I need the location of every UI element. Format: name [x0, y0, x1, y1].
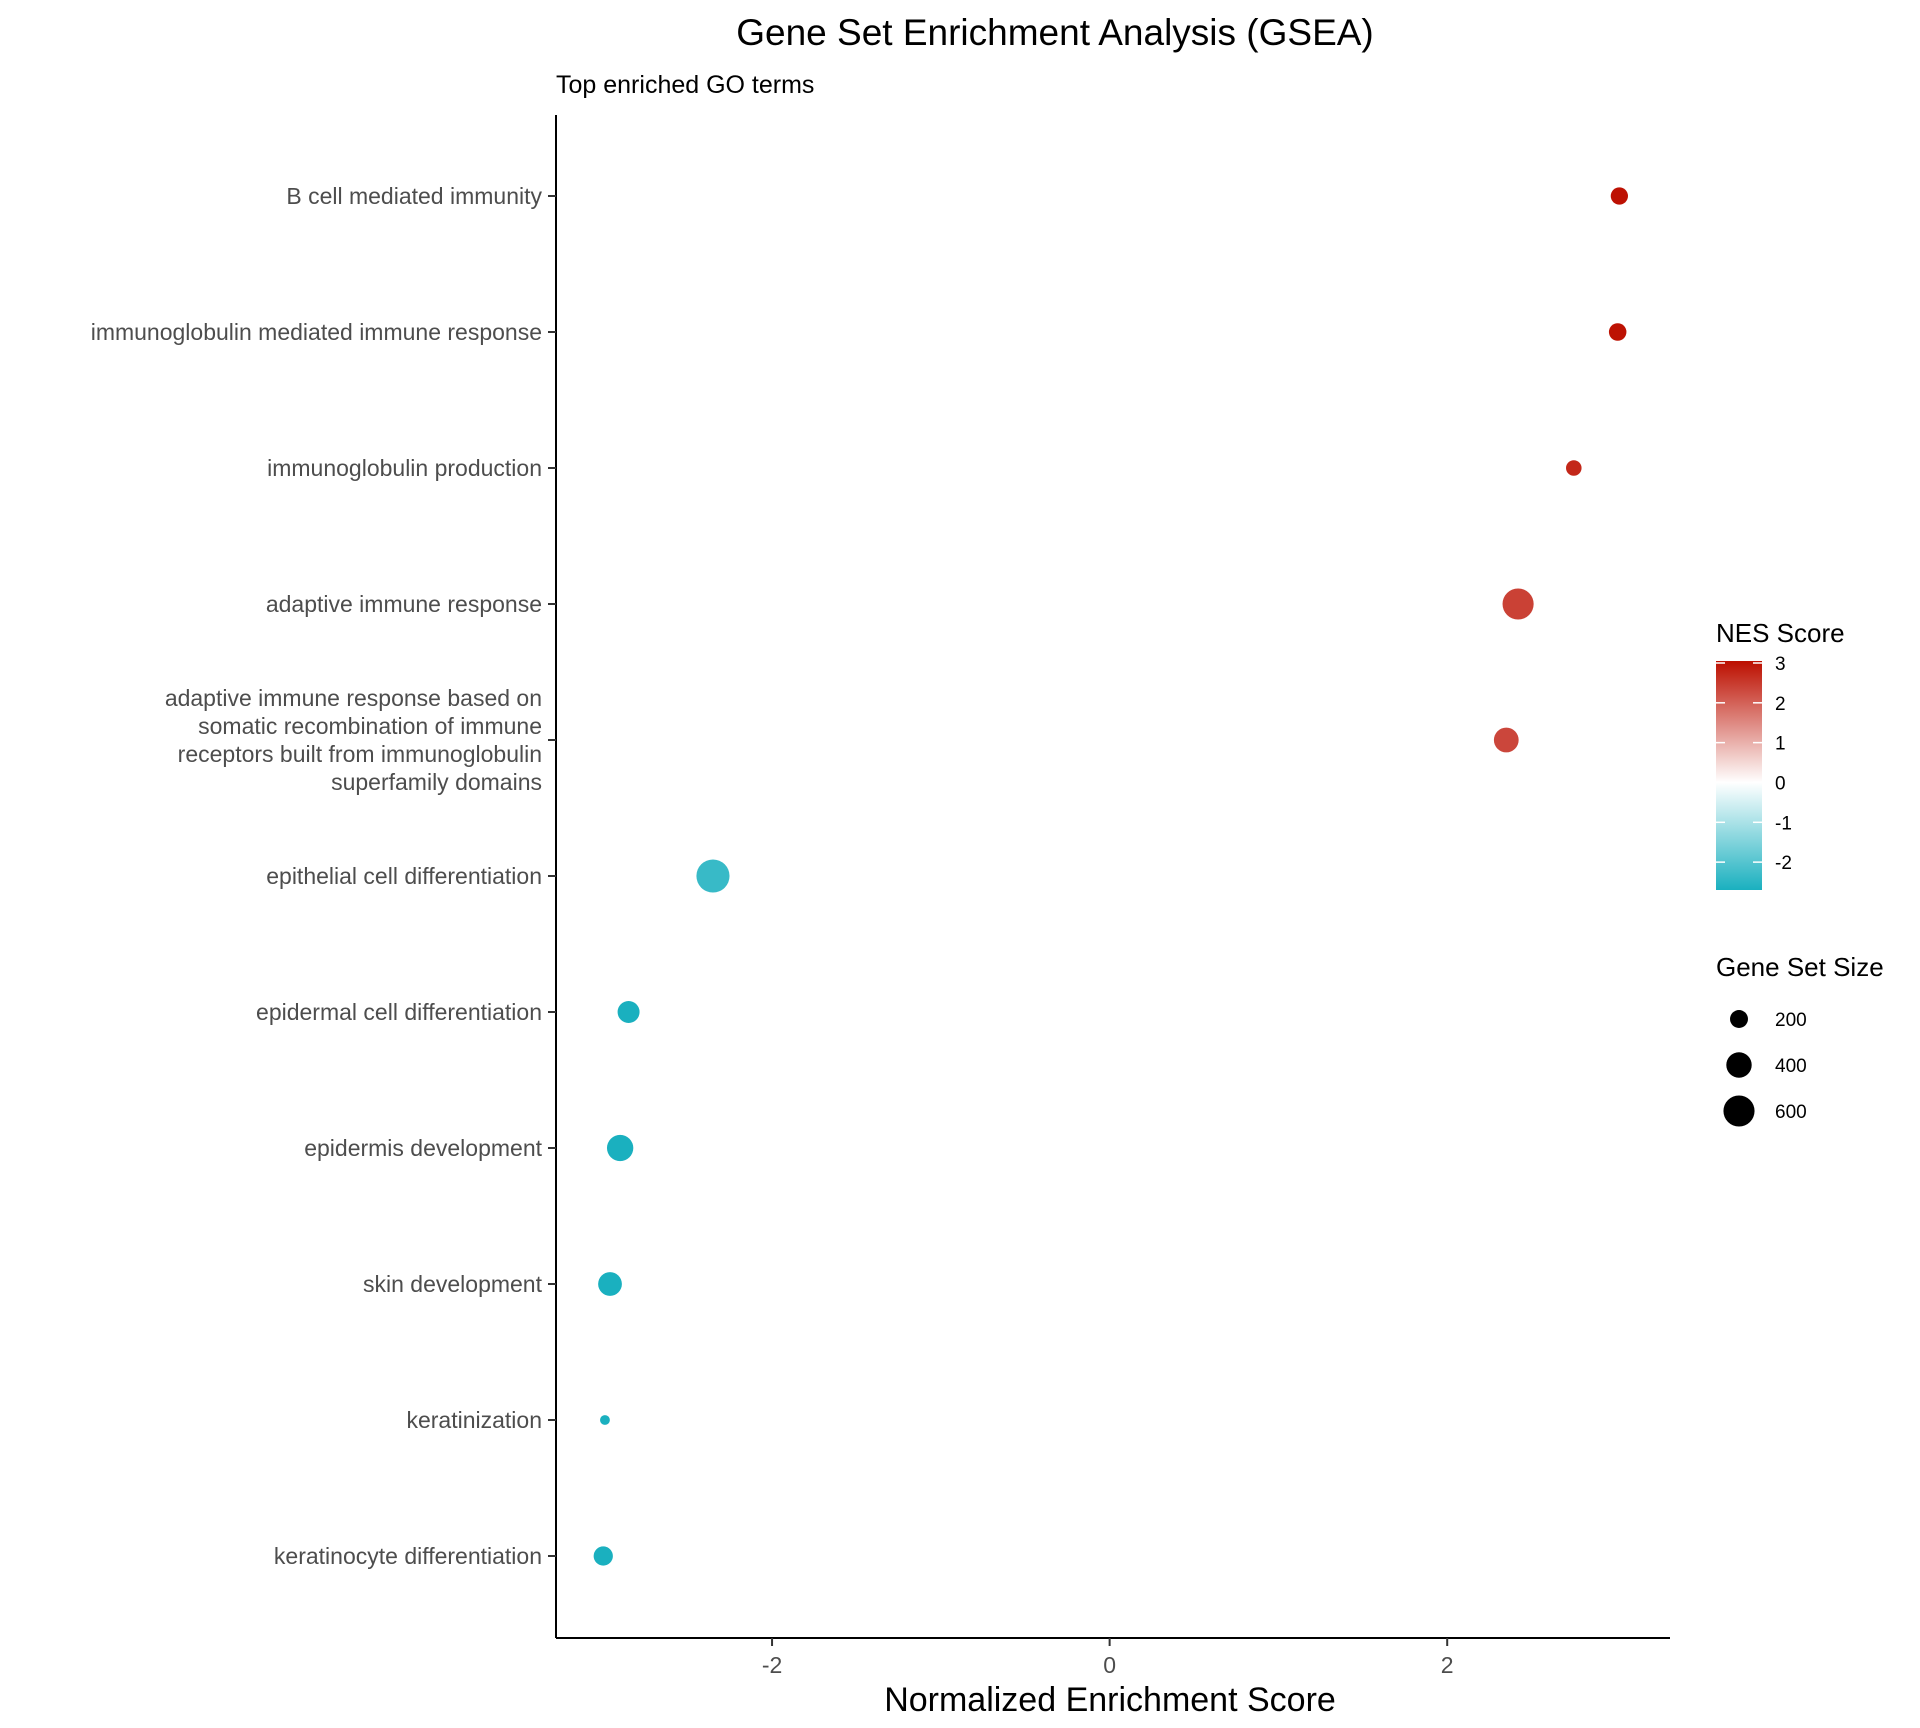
size-legend-label: 600 — [1775, 1102, 1807, 1123]
color-legend-bar — [1716, 661, 1762, 890]
y-tick-label: immunoglobulin mediated immune response — [91, 319, 542, 345]
data-point — [606, 1134, 634, 1162]
size-legend-dot — [1730, 1010, 1748, 1028]
size-legend-dot — [1726, 1052, 1752, 1078]
size-legend-title: Gene Set Size — [1716, 952, 1884, 982]
color-legend-label: 0 — [1775, 773, 1786, 794]
size-legend-items: 200 400 600 — [1723, 1010, 1807, 1127]
y-tick-label: keratinization — [406, 1407, 542, 1433]
y-tick-label: adaptive immune response — [266, 591, 542, 617]
data-point — [600, 1415, 610, 1425]
data-point — [1608, 323, 1627, 341]
color-legend-label: -1 — [1775, 813, 1792, 834]
plot-area: B cell mediated immunity immunoglobulin m… — [91, 115, 1670, 1678]
x-axis-ticks: -2 0 2 — [762, 1638, 1454, 1678]
gene-set-size-legend: Gene Set Size 200 400 600 — [1716, 952, 1884, 1127]
data-point — [598, 1272, 622, 1296]
y-tick-label: B cell mediated immunity — [286, 183, 542, 209]
x-tick-label: 0 — [1103, 1652, 1116, 1678]
y-axis-ticks: B cell mediated immunity immunoglobulin m… — [91, 183, 556, 1569]
x-tick-label: -2 — [762, 1652, 782, 1678]
size-legend-dot — [1723, 1095, 1755, 1127]
y-tick-label: keratinocyte differentiation — [274, 1543, 542, 1569]
y-tick-label: epithelial cell differentiation — [266, 863, 542, 889]
y-tick-label: epidermal cell differentiation — [256, 999, 542, 1025]
data-point — [1502, 588, 1534, 620]
size-legend-label: 200 — [1775, 1010, 1807, 1031]
data-point — [617, 1001, 640, 1023]
color-legend-title: NES Score — [1716, 618, 1845, 648]
chart-subtitle: Top enriched GO terms — [556, 71, 814, 99]
x-axis-label: Normalized Enrichment Score — [884, 1681, 1336, 1719]
y-tick-label: adaptive immune response based on somatic… — [165, 685, 542, 795]
data-points — [593, 187, 1629, 1566]
color-legend-label: 3 — [1775, 654, 1786, 675]
nes-color-legend: NES Score 3 2 1 0 -1 -2 — [1716, 618, 1845, 890]
size-legend-label: 400 — [1775, 1056, 1807, 1077]
data-point — [593, 1546, 613, 1566]
color-legend-label: 2 — [1775, 694, 1786, 715]
y-tick-label: epidermis development — [304, 1135, 542, 1161]
data-point — [1493, 727, 1519, 753]
data-point — [1566, 460, 1582, 476]
data-point — [1610, 187, 1629, 205]
x-tick-label: 2 — [1441, 1652, 1454, 1678]
y-tick-label: skin development — [363, 1271, 543, 1297]
color-legend-label: 1 — [1775, 734, 1786, 755]
data-point — [696, 859, 730, 893]
y-tick-label: immunoglobulin production — [267, 455, 542, 481]
color-legend-label: -2 — [1775, 853, 1792, 874]
chart-title: Gene Set Enrichment Analysis (GSEA) — [736, 12, 1374, 53]
color-legend-ticks: 3 2 1 0 -1 -2 — [1716, 654, 1792, 874]
